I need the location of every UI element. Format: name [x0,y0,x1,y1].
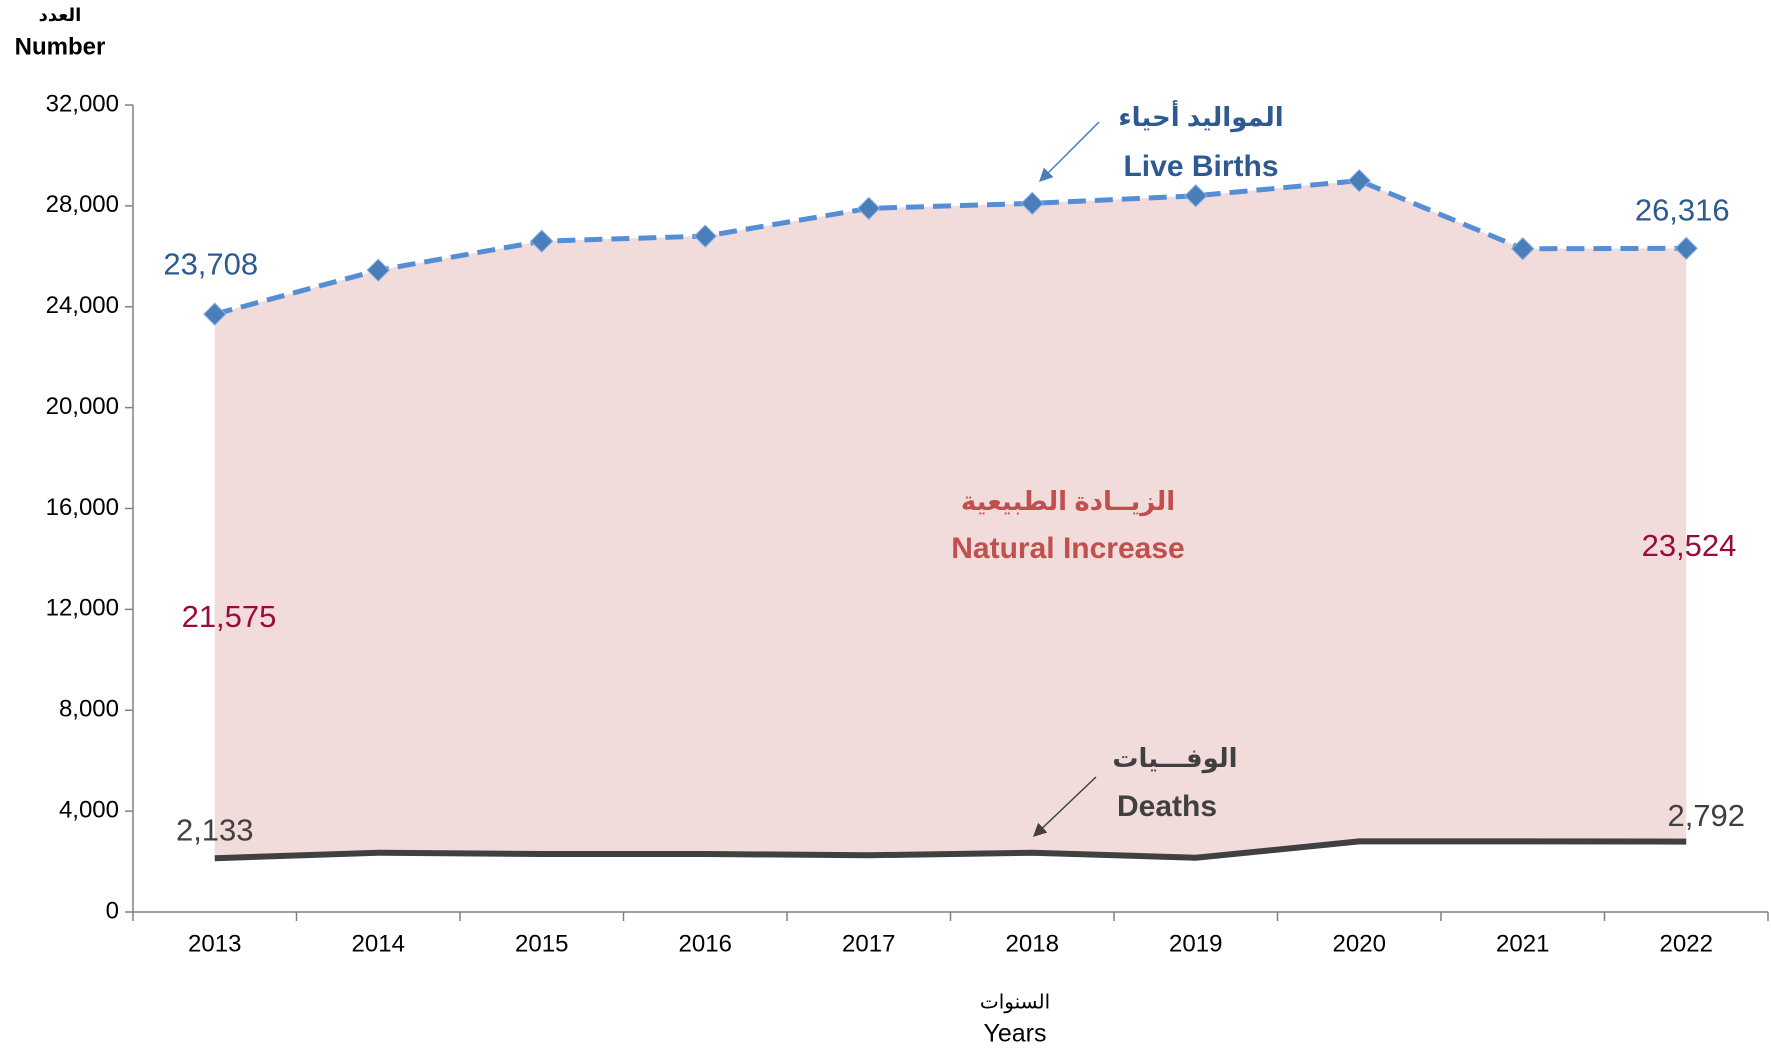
y-tick-label: 16,000 [46,494,119,521]
x-title-ar: السنوات [980,991,1050,1013]
y-tick-label: 12,000 [46,595,119,622]
y-title: Number [15,33,106,60]
point-marker [203,302,227,326]
line-layer [203,168,1698,862]
natural-increase-label: 23,524 [1642,528,1737,563]
value-label: 2,133 [176,812,254,847]
area-layer [214,180,1687,859]
callout-arrow [1039,121,1100,182]
series-title: Live Births [1123,150,1278,183]
natural-increase-label: 21,575 [182,599,277,634]
x-tick-label: 2015 [515,930,568,957]
value-label: 23,708 [163,246,258,281]
x-title: Years [983,1020,1046,1048]
value-label: 26,316 [1635,193,1730,228]
series-title-ar: الوفـــيات [1112,743,1237,774]
x-tick-label: 2014 [352,930,405,957]
point-marker [857,196,881,221]
area-title-ar: الزيــادة الطبيعية [961,486,1175,517]
x-tick-label: 2018 [1006,930,1059,957]
x-tick-label: 2019 [1169,930,1222,957]
area-title: Natural Increase [951,532,1184,565]
y-tick-label: 28,000 [46,191,119,218]
x-tick-label: 2013 [188,930,241,957]
y-tick-label: 8,000 [59,696,119,723]
point-marker [366,258,390,282]
y-tick-label: 20,000 [46,393,119,420]
y-tick-label: 24,000 [46,292,119,319]
point-marker [530,229,554,253]
y-title-ar: العدد [39,5,82,25]
point-marker [693,224,717,248]
callout-arrow [1033,776,1097,837]
x-tick-label: 2016 [679,930,732,957]
point-marker [1184,184,1208,208]
natural-increase-area [214,180,1687,859]
point-marker [1020,191,1044,216]
deaths-line [214,838,1687,862]
births-line [214,178,1687,317]
x-tick-label: 2017 [842,930,895,957]
series-title-ar: المواليد أحياء [1118,100,1283,133]
y-tick-label: 4,000 [59,796,119,823]
value-label: 2,792 [1667,798,1745,833]
point-marker [1511,237,1535,261]
x-tick-label: 2022 [1660,930,1713,957]
series-title: Deaths [1117,790,1217,823]
point-marker [1674,236,1698,261]
axis-layer: 0 4,000 8,000 12,000 16,000 20,000 24,000 28,00… [46,90,1769,957]
y-tick-label: 32,000 [46,90,119,117]
y-tick-label: 0 [106,897,119,924]
x-tick-label: 2020 [1333,930,1386,957]
x-tick-label: 2021 [1496,930,1549,957]
point-marker [1347,168,1371,193]
